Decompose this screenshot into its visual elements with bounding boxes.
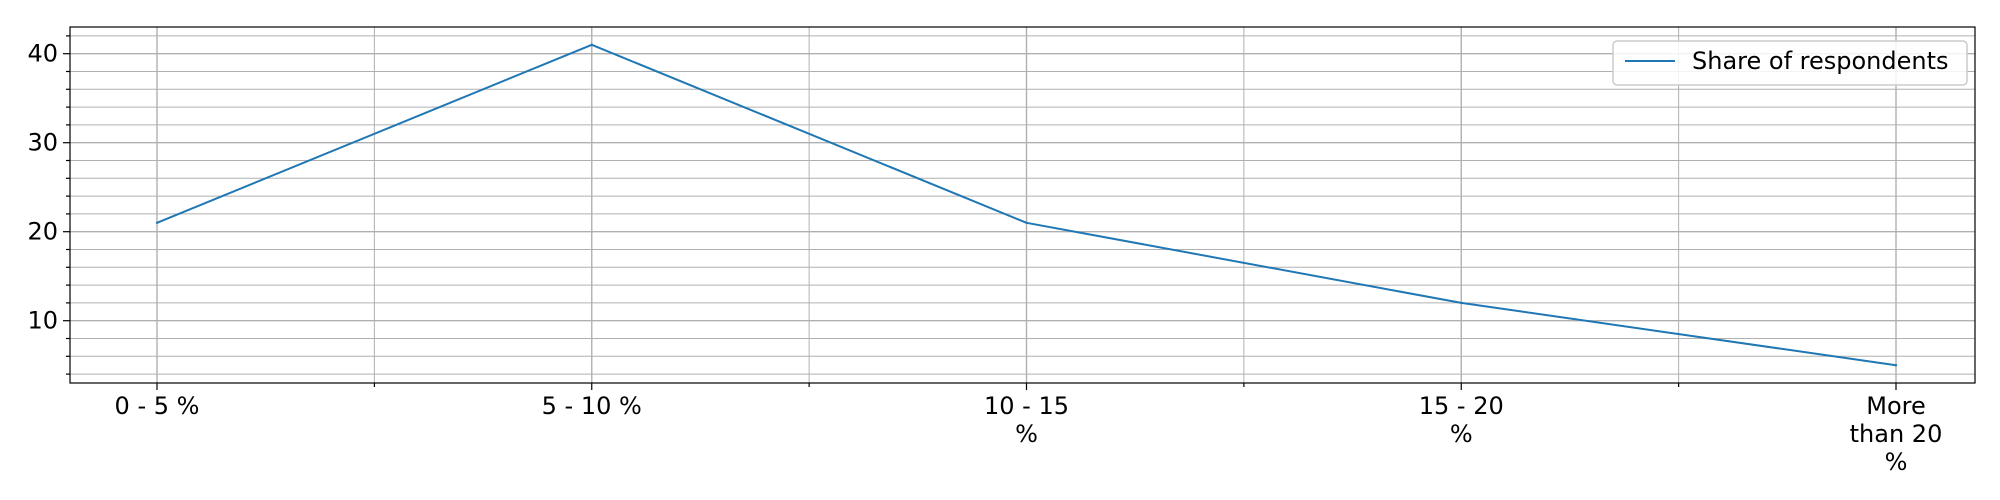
data-point (1025, 221, 1028, 224)
axis-layer: 10 20 30 40 0 - 5 % 5 - 10 % 10 - 15 % 15 - 20 % M… (27, 35, 1943, 476)
legend-box (1612, 40, 1968, 86)
x-tick-label: 10 - 15% (984, 392, 1069, 448)
y-tick-label: 20 (27, 218, 58, 246)
data-point (1460, 301, 1463, 305)
x-tick-label: 5 - 10 % (542, 392, 642, 420)
data-point (155, 221, 159, 224)
plot-background (70, 27, 1975, 383)
x-tick-label: More than 20% (1850, 392, 1943, 476)
x-tick-label: 15 - 20% (1419, 392, 1504, 448)
legend: Share of respondents (1612, 40, 1968, 86)
plot-frame (69, 26, 1976, 384)
grid-layer (70, 27, 1975, 383)
data-point (590, 43, 593, 46)
y-tick-label: 10 (27, 307, 58, 335)
y-tick-label: 40 (27, 40, 58, 68)
x-tick-label: 0 - 5 % (115, 392, 200, 420)
series-layer (155, 43, 1898, 367)
data-point (1894, 364, 1898, 367)
legend-label: Share of respondents (1692, 47, 1949, 75)
y-tick-label: 30 (27, 129, 58, 157)
